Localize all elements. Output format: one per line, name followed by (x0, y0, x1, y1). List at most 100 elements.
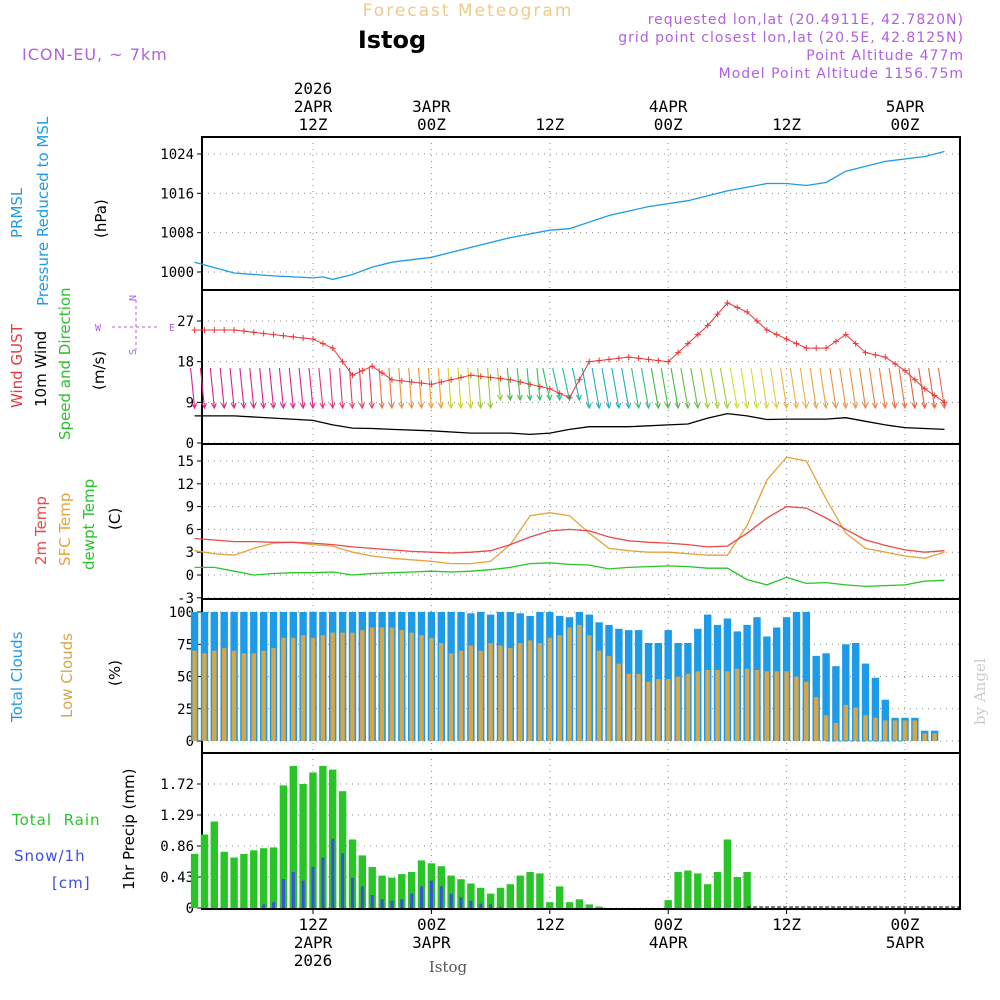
snow-unit-label: [cm] (52, 874, 91, 892)
rain-bar (585, 904, 593, 908)
rain-bar (417, 860, 426, 908)
wind-direction-arrow (219, 367, 227, 410)
snow-bar (499, 906, 502, 908)
wind-direction-arrow (750, 367, 760, 410)
bottom-time-label: 5APR (886, 933, 925, 952)
low-clouds-bar (241, 653, 247, 741)
snow-bar (410, 893, 414, 908)
low-clouds-bar (281, 637, 286, 741)
low-clouds-bar (468, 645, 473, 741)
wind-direction-arrow (447, 367, 454, 410)
compass-e: E (169, 323, 175, 334)
rain-bar (368, 866, 376, 908)
low-clouds-bar (231, 650, 237, 741)
bottom-time-label: 3APR (412, 933, 451, 952)
wind-gust-label: Wind GUST (8, 323, 26, 408)
wind-direction-arrow (209, 367, 217, 410)
wind-direction-arrow (308, 367, 316, 410)
low-clouds-bar (527, 640, 533, 741)
wind-direction-arrow (467, 367, 474, 410)
gust-marker (418, 380, 425, 387)
rain-bar (556, 886, 564, 908)
y-tick-label: 0 (186, 734, 194, 750)
watermark: by Angel (971, 658, 989, 725)
low-clouds-bar (912, 720, 917, 741)
low-clouds-bar (764, 671, 769, 741)
gust-marker (329, 345, 336, 352)
wind-gust-line (194, 302, 945, 403)
y-tick-label: 12 (177, 477, 194, 493)
panel-frame (201, 136, 961, 291)
gust-marker (319, 340, 326, 347)
wind-direction-arrow (388, 367, 395, 410)
rain-bar (684, 870, 692, 908)
gust-marker (734, 304, 741, 311)
wind-direction-arrow (650, 367, 661, 410)
low-clouds-bar (804, 681, 809, 741)
total-clouds-bar (871, 677, 880, 741)
low-clouds-bar (508, 648, 513, 741)
precip-chart: 0 0.43 0.86 1.29 1.72 (160, 752, 961, 917)
gust-marker (339, 358, 346, 365)
clouds-unit-label: (%) (106, 660, 124, 686)
rain-bar (348, 839, 357, 908)
wind-direction-arrow (878, 367, 888, 410)
wind-direction-arrow (339, 367, 346, 410)
low-clouds-bar (202, 653, 207, 741)
top-time-label: 2026 (294, 79, 333, 98)
wind-direction-arrow (457, 367, 464, 410)
low-clouds-bar (587, 635, 592, 741)
rain-bar (457, 879, 465, 908)
wind-direction-arrow (239, 367, 247, 410)
gust-marker (625, 354, 632, 361)
total-clouds-bar (822, 653, 830, 741)
wind-direction-arrow (640, 367, 651, 410)
temp-unit-label: (C) (106, 508, 124, 530)
low-clouds-bar (557, 635, 562, 741)
precip-panel-labels: Total Rain Snow/1h [cm] 1hr Precip (mm) (11, 769, 138, 892)
model-label: ICON-EU, ~ 7km (22, 45, 168, 64)
rain-bar (309, 772, 317, 908)
temp-dewpt-label: dewpt Temp (80, 479, 98, 570)
pressure-panel-labels: PRMSL Pressure Reduced to MSL (hPa) (8, 116, 110, 306)
wind-direction-arrow (571, 367, 582, 402)
compass-s: S (128, 349, 139, 355)
gust-marker (832, 338, 839, 345)
wind-direction-arrow (398, 367, 405, 410)
pressure-msl-label: Pressure Reduced to MSL (34, 116, 52, 306)
y-tick-label: 0 (186, 901, 194, 917)
low-clouds-bar (360, 630, 365, 741)
panel-frame (201, 752, 961, 910)
rain-bar (200, 834, 209, 908)
low-clouds-bar (616, 663, 621, 741)
sfc-temp-line (194, 456, 945, 565)
bottom-time-label: 12Z (299, 915, 328, 934)
low-clouds-bar (715, 670, 720, 741)
low-clouds-bar (251, 653, 256, 741)
gust-marker (763, 327, 770, 334)
wind-direction-arrow (809, 367, 819, 410)
wind-direction-arrow (719, 367, 730, 410)
low-clouds-bar (212, 650, 217, 741)
temperature-chart: -3 0 3 6 9 12 15 (177, 443, 961, 607)
gust-marker (714, 311, 721, 318)
low-clouds-bar (656, 679, 661, 741)
low-clouds-bar (261, 650, 266, 741)
rain-bar (230, 857, 238, 908)
wind-direction-arrow (249, 367, 257, 410)
wind-direction-arrow (516, 367, 523, 402)
low-clouds-bar (488, 643, 493, 741)
total-clouds-bar (881, 699, 889, 741)
rain-bar (240, 853, 248, 908)
requested-coords: requested lon,lat (20.4911E, 42.7820N) (648, 12, 964, 28)
compass-w: W (95, 323, 102, 334)
wind-direction-arrow (581, 367, 592, 410)
low-clouds-bar (448, 653, 454, 741)
low-clouds-bar (902, 720, 908, 741)
gust-marker (576, 376, 583, 383)
gust-marker (527, 381, 534, 388)
temperature-panel-labels: 2m Temp SFC Temp dewpt Temp (C) (32, 479, 124, 570)
gust-marker (477, 373, 484, 380)
gust-marker (941, 399, 948, 406)
total-clouds-bar (861, 663, 870, 741)
